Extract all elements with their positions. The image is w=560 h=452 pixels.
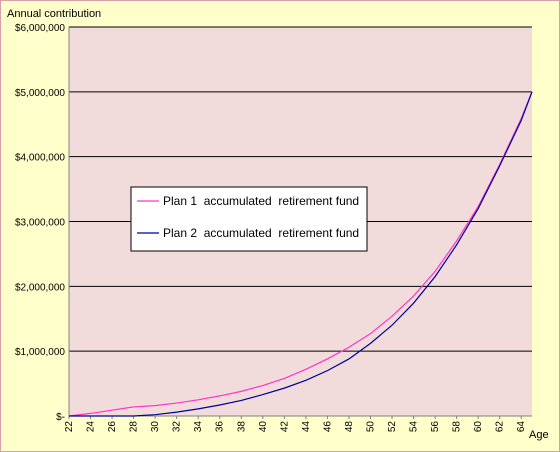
y-tick-label: $4,000,000: [15, 153, 65, 164]
x-tick-label: 48: [344, 421, 355, 433]
x-tick-label: 38: [236, 421, 247, 433]
y-tick-label: $5,000,000: [15, 88, 65, 99]
x-axis-label: Age: [529, 429, 549, 441]
x-tick-label: 64: [516, 421, 527, 433]
x-tick-label: 26: [107, 421, 118, 433]
legend-entry: Plan 1 accumulated retirement fund: [163, 194, 359, 208]
x-tick-labels: 22 24 26 28 30 32 34 36 38 40 42 44 46 48 50 52 54 56 58 60…: [64, 421, 527, 433]
x-tick-label: 28: [129, 421, 140, 433]
x-tick-label: 56: [430, 421, 441, 433]
y-tick-label: $2,000,000: [15, 282, 65, 293]
y-tick-label: $1,000,000: [15, 347, 65, 358]
series-line-plan-2: [69, 91, 533, 417]
x-tick-label: 24: [86, 421, 97, 433]
x-tick-label: 34: [193, 421, 204, 433]
y-tick-labels: $- $1,000,000 $2,000,000 $3,000,000 $4,000,0…: [15, 23, 65, 423]
x-tick-label: 50: [365, 421, 376, 433]
legend-box: [130, 186, 368, 252]
x-tick-label: 52: [387, 421, 398, 433]
series-lines: [68, 91, 533, 417]
x-tick-label: 60: [473, 421, 484, 433]
x-tick-label: 36: [215, 421, 226, 433]
x-tick-label: 54: [409, 421, 420, 433]
y-axis-label: Annual contribution: [7, 8, 101, 20]
x-tick-label: 46: [322, 421, 333, 433]
series-line-plan-1: [68, 91, 533, 417]
y-tick-label: $-: [56, 412, 65, 423]
y-tick-label: $3,000,000: [15, 218, 65, 229]
x-tick-label: 30: [150, 421, 161, 433]
x-tick-label: 44: [301, 421, 312, 433]
x-tick-label: 22: [64, 421, 75, 433]
legend: Plan 1 accumulated retirement fund Plan 2…: [130, 186, 368, 252]
x-tick-label: 32: [172, 421, 183, 433]
x-tick-label: 62: [495, 421, 506, 433]
legend-entry: Plan 2 accumulated retirement fund: [163, 226, 359, 240]
y-tick-label: $6,000,000: [15, 23, 65, 34]
x-tick-label: 42: [279, 421, 290, 433]
x-tick-label: 40: [258, 421, 269, 433]
x-tick-label: 58: [452, 421, 463, 433]
